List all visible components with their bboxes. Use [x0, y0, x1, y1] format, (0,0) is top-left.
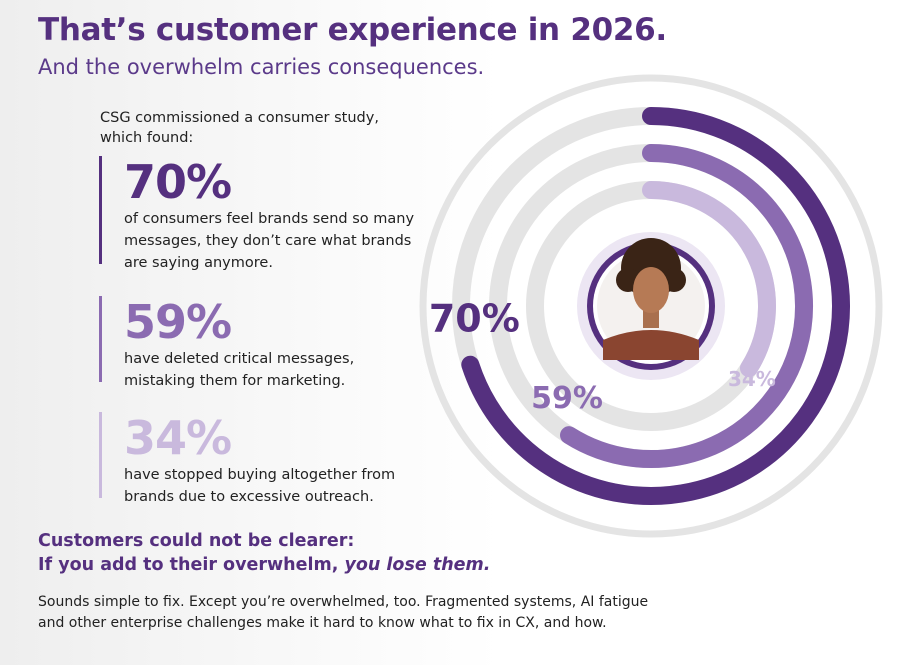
stat-block-70: 70% of consumers feel brands send so man… — [99, 155, 424, 271]
radial-bar-70 — [461, 107, 850, 505]
page-subtitle: And the overwhelm carries consequences. — [38, 55, 485, 79]
stat-description: have stopped buying altogether from bran… — [124, 467, 396, 505]
radial-bars: 70% 59% 34% — [419, 74, 883, 538]
stat-description: of consumers feel brands send so many me… — [124, 211, 415, 271]
callout-emphasis: you lose them. — [344, 555, 491, 575]
stat-percent: 59% — [124, 295, 232, 349]
data-label-34: 34% — [728, 367, 776, 391]
callout: Customers could not be clearer: If you a… — [38, 529, 490, 577]
radial-bar-34 — [642, 181, 776, 378]
data-label-59: 59% — [531, 381, 603, 416]
data-label-70: 70% — [429, 297, 520, 341]
footer-text: Sounds simple to fix. Except you’re over… — [38, 594, 649, 631]
stat-description: have deleted critical messages, mistakin… — [124, 351, 355, 389]
callout-line-2: If you add to their overwhelm, you lose … — [38, 553, 490, 577]
callout-line-1: Customers could not be clearer: — [38, 531, 355, 551]
outer-track — [419, 74, 883, 538]
page-title: That’s customer experience in 2026. — [38, 12, 667, 48]
sweater-shape — [603, 330, 699, 360]
face-shape — [633, 267, 669, 313]
stat-block-34: 34% have stopped buying altogether from … — [99, 411, 424, 505]
stat-block-59: 59% have deleted critical messages, mist… — [99, 295, 424, 389]
stat-percent: 70% — [124, 155, 232, 209]
stat-percent: 34% — [124, 411, 232, 465]
callout-line-2-prefix: If you add to their overwhelm, — [38, 555, 345, 575]
intro-text: CSG commissioned a consumer study, which… — [100, 110, 379, 146]
portrait-avatar — [577, 232, 725, 380]
radial-bar-59 — [560, 144, 813, 468]
